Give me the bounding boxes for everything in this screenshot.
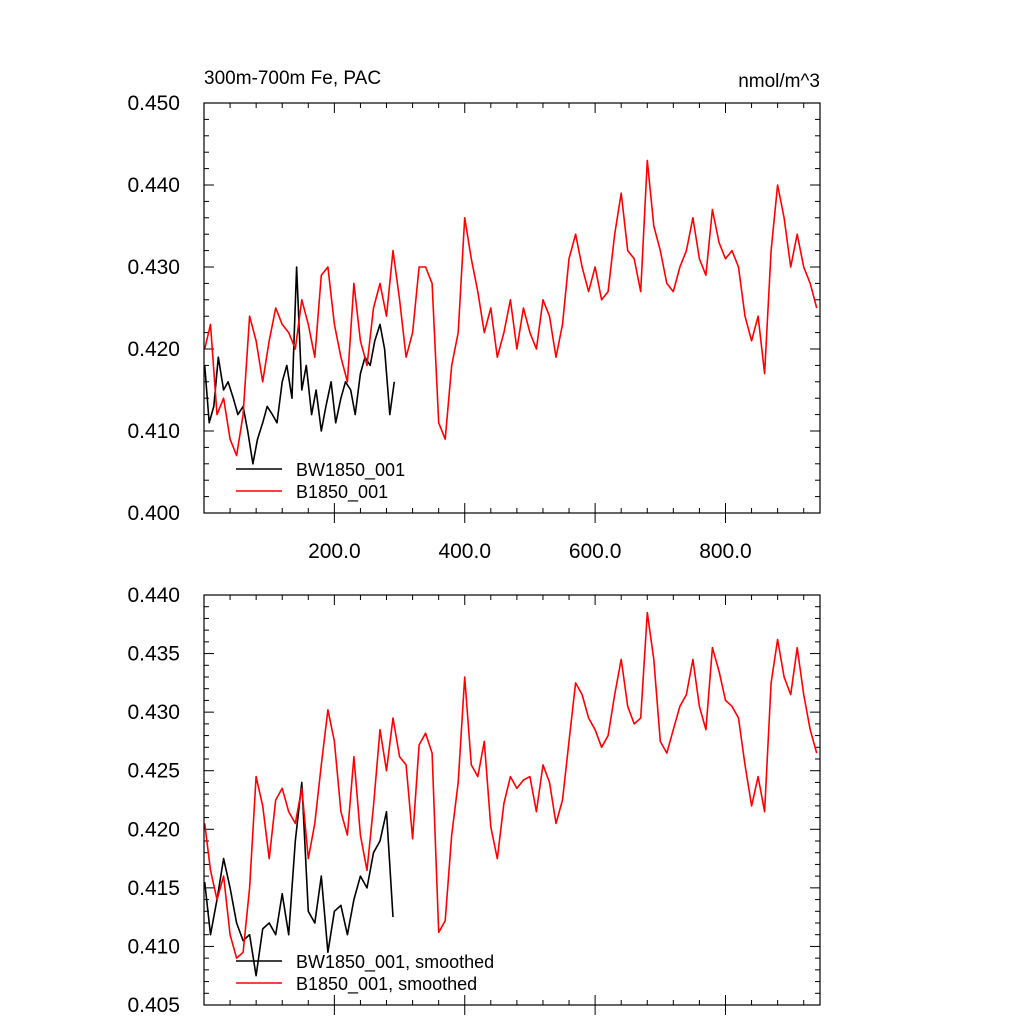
top-panel-title: 300m-700m Fe, PAC (204, 68, 381, 89)
series-line-bw1850-001-smoothed (203, 781, 394, 977)
bottom-panel: 0.405 0.410 0.415 0.420 0.425 0.430 0.435 0.440… (127, 584, 821, 1017)
top-panel-ticks: 0.400 0.410 0.420 0.430 0.440 0.450 200.0 400.0… (127, 92, 820, 563)
y-tick-label: 0.430 (127, 256, 180, 279)
legend-label-b1850-001: B1850_001 (296, 482, 388, 503)
series-line-b1850-001-smoothed (203, 611, 818, 959)
y-tick-label: 0.440 (127, 174, 180, 197)
y-tick-label: 0.410 (127, 420, 180, 443)
top-panel-units: nmol/m^3 (738, 71, 820, 92)
y-tick-label: 0.430 (127, 701, 180, 724)
y-tick-label: 0.415 (127, 877, 180, 900)
top-panel: 300m-700m Fe, PAC nmol/m^3 0.4000.4100.4… (127, 68, 821, 563)
y-tick-label: 0.420 (127, 338, 180, 361)
top-panel-legend: BW1850_001 B1850_001 (236, 460, 405, 503)
y-tick-label: 0.450 (127, 92, 180, 115)
y-tick-label: 0.440 (127, 584, 180, 607)
series-line-b1850-001 (203, 159, 818, 457)
top-panel-frame (203, 102, 821, 514)
bottom-panel-legend: BW1850_001, smoothed B1850_001, smoothed (236, 952, 494, 995)
x-tick-label: 400.0 (438, 540, 491, 563)
y-tick-label: 0.425 (127, 760, 180, 783)
x-tick-label: 600.0 (569, 540, 622, 563)
bottom-panel-series (203, 611, 818, 977)
y-tick-label: 0.435 (127, 643, 180, 666)
y-tick-label: 0.400 (127, 502, 180, 525)
x-tick-label: 800.0 (699, 540, 752, 563)
x-tick-label: 200.0 (308, 540, 361, 563)
bottom-panel-ticks: 0.405 0.410 0.415 0.420 0.425 0.430 0.435 0.440 (127, 584, 820, 1017)
series-line-bw1850-001 (203, 266, 396, 465)
top-panel-series (203, 159, 818, 465)
y-tick-label: 0.420 (127, 818, 180, 841)
legend-label-bw1850-001: BW1850_001 (296, 460, 405, 481)
y-tick-label: 0.410 (127, 935, 180, 958)
y-tick-label: 0.405 (127, 994, 180, 1017)
bottom-panel-frame (203, 594, 821, 1006)
legend-label-b1850-001-smoothed: B1850_001, smoothed (296, 974, 477, 995)
legend-label-bw1850-001-smoothed: BW1850_001, smoothed (296, 952, 494, 973)
